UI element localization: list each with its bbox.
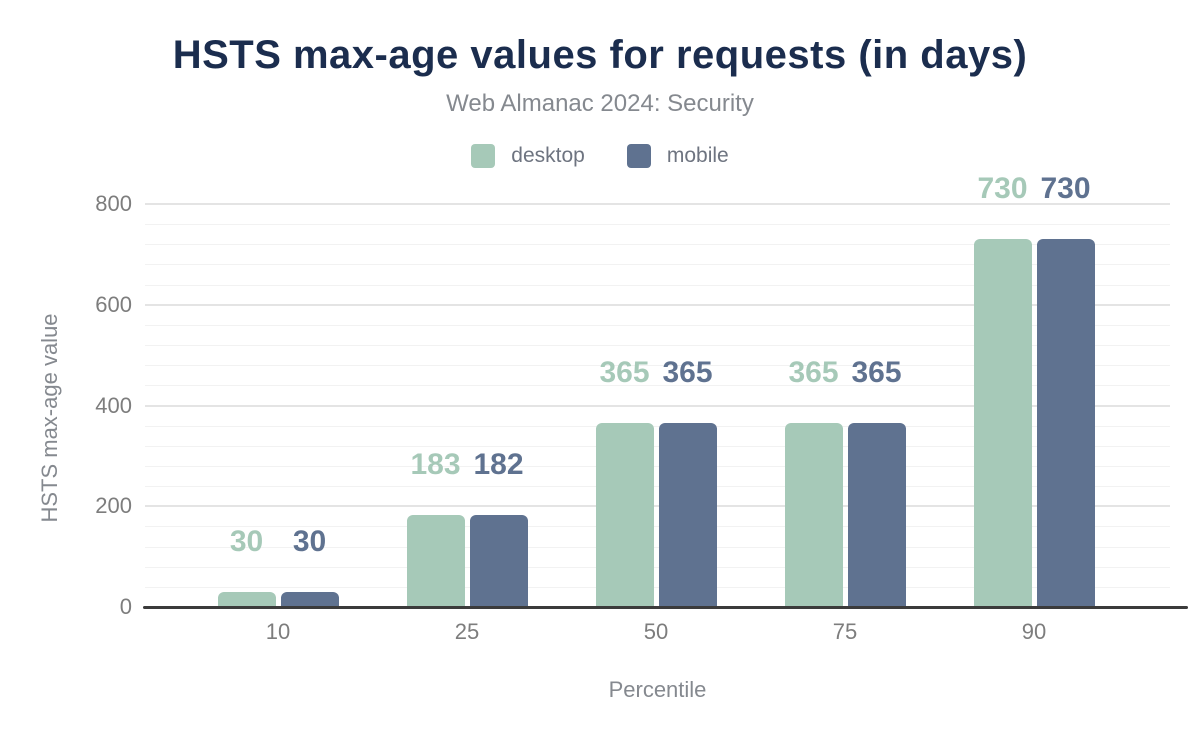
legend-label-desktop: desktop (511, 144, 585, 167)
y-axis-tick-label: 0 (119, 594, 132, 619)
desktop-swatch-icon (471, 144, 496, 168)
y-axis-tick-label: 600 (95, 291, 132, 317)
legend-item-desktop[interactable]: desktop (471, 144, 585, 168)
y-axis-tick-label: 400 (95, 392, 132, 418)
value-label-desktop-p10: 30 (229, 524, 264, 558)
bar-desktop-p25[interactable] (406, 514, 465, 607)
minor-gridline (145, 425, 1170, 427)
minor-gridline (145, 466, 1170, 467)
y-axis-tick-label: 800 (95, 191, 132, 216)
major-gridline (145, 203, 1170, 205)
legend-item-mobile[interactable]: mobile (626, 144, 729, 168)
bar-mobile-p25[interactable] (469, 515, 528, 607)
chart-subtitle: Web Almanac 2024: Security (446, 90, 754, 117)
value-label-mobile-p10: 30 (292, 524, 327, 558)
minor-gridline (145, 244, 1170, 246)
x-axis-tick-label-p50: 50 (643, 619, 669, 644)
bar-desktop-p75[interactable] (784, 423, 843, 607)
x-axis-title: Percentile (608, 677, 707, 702)
minor-gridline (145, 224, 1170, 226)
x-axis-line (143, 606, 1188, 609)
major-gridline (145, 404, 1170, 407)
major-gridline (145, 303, 1170, 306)
value-label-desktop-p90: 730 (977, 172, 1028, 206)
y-axis-tick-label: 200 (95, 493, 132, 519)
bar-desktop-p50[interactable] (595, 423, 654, 607)
value-label-desktop-p25: 183 (410, 447, 461, 481)
minor-gridline (145, 526, 1170, 528)
value-label-mobile-p50: 365 (662, 356, 713, 390)
value-label-mobile-p90: 730 (1040, 172, 1091, 206)
minor-gridline (145, 324, 1170, 326)
x-axis-tick-label-p10: 10 (265, 619, 291, 644)
mobile-swatch-icon (626, 144, 651, 168)
legend-label-mobile: mobile (666, 144, 729, 167)
value-label-desktop-p50: 365 (599, 356, 650, 390)
bar-mobile-p90[interactable] (1036, 239, 1095, 607)
chart-title: HSTS max-age values for requests (in day… (172, 33, 1028, 77)
major-gridline (145, 505, 1170, 508)
minor-gridline (145, 284, 1170, 286)
x-axis-tick-label-p75: 75 (832, 619, 858, 644)
minor-gridline (145, 586, 1170, 588)
x-axis-tick-label-p25: 25 (454, 619, 480, 644)
y-axis-title: HSTS max-age value (37, 313, 62, 523)
minor-gridline (145, 566, 1170, 568)
minor-gridline (145, 365, 1170, 367)
bar-mobile-p10[interactable] (280, 591, 339, 607)
x-axis-tick-label-p90: 90 (1021, 619, 1047, 644)
value-label-desktop-p75: 365 (788, 356, 839, 390)
value-label-mobile-p75: 365 (851, 356, 902, 390)
value-label-mobile-p25: 182 (473, 448, 524, 482)
minor-gridline (145, 385, 1170, 387)
minor-gridline (145, 445, 1170, 447)
minor-gridline (145, 486, 1170, 488)
bar-desktop-p10[interactable] (217, 591, 276, 607)
minor-gridline (145, 264, 1170, 266)
minor-gridline (145, 546, 1170, 548)
bar-mobile-p75[interactable] (847, 423, 906, 607)
bar-mobile-p50[interactable] (658, 423, 717, 607)
bar-desktop-p90[interactable] (973, 239, 1032, 607)
minor-gridline (145, 345, 1170, 347)
chart-legend: desktop mobile (0, 141, 1200, 171)
